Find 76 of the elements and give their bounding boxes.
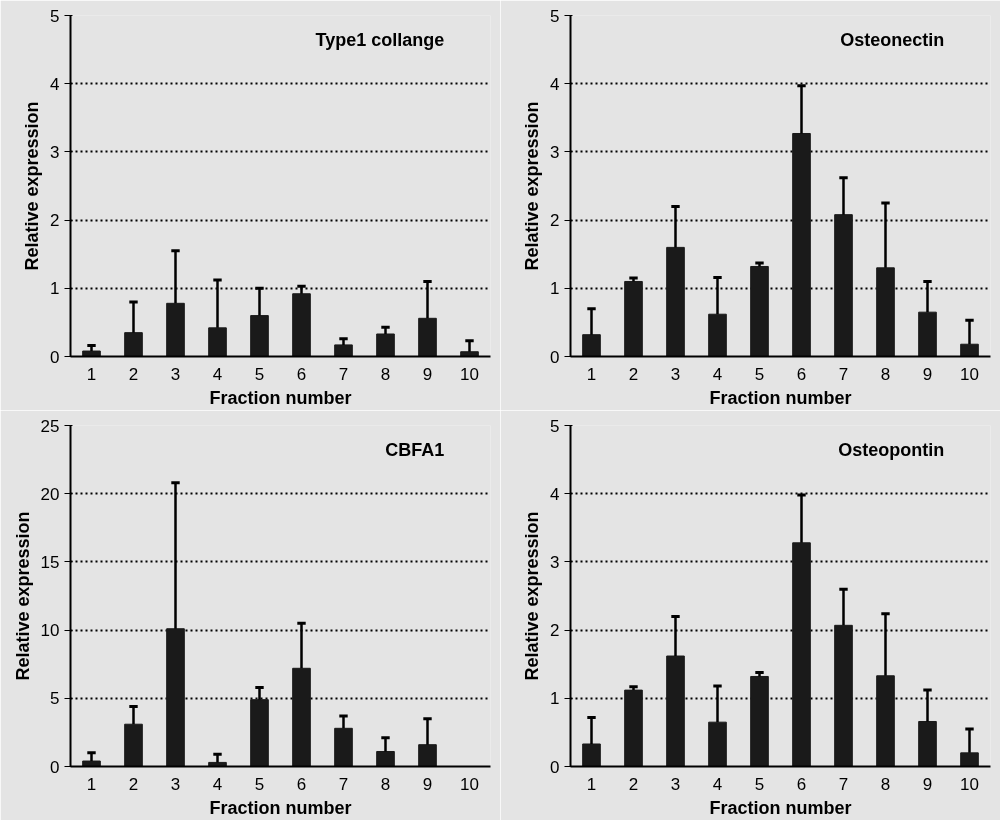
- x-tick-label: 6: [796, 364, 807, 384]
- y-tick-label: 3: [50, 142, 60, 162]
- x-tick-label: 9: [922, 774, 933, 794]
- x-tick-label: 3: [170, 774, 181, 794]
- y-axis-title: Relative expression: [22, 101, 43, 271]
- x-tick-label: 5: [254, 774, 265, 794]
- text: Type1 collange: [315, 29, 445, 50]
- text: CBFA1: [385, 439, 445, 460]
- x-tick-label: 4: [712, 364, 723, 384]
- y-tick-label: 0: [50, 757, 60, 777]
- x-tick-label: 10: [460, 364, 479, 384]
- x-tick-label: 3: [170, 364, 181, 384]
- x-tick-label: 5: [754, 774, 765, 794]
- x-axis-title: Fraction number: [709, 387, 852, 408]
- y-tick-label: 0: [550, 757, 560, 777]
- y-tick-label: 15: [40, 552, 60, 572]
- y-axis-title: Relative expression: [12, 511, 33, 681]
- x-axis-title: Fraction number: [209, 387, 352, 408]
- x-tick-label: 6: [296, 774, 307, 794]
- y-tick-label: 3: [550, 142, 560, 162]
- x-tick-label: 8: [380, 774, 391, 794]
- text: Osteonectin: [840, 29, 945, 50]
- y-tick-label: 10: [40, 621, 60, 641]
- y-axis-title: Relative expression: [522, 511, 543, 681]
- y-tick-label: 2: [50, 211, 60, 231]
- x-tick-label: 1: [86, 364, 97, 384]
- y-tick-label: 25: [40, 416, 60, 436]
- y-tick-label: 20: [40, 484, 60, 504]
- y-tick-label: 0: [550, 347, 560, 367]
- x-tick-label: 7: [338, 774, 349, 794]
- x-tick-label: 9: [922, 364, 933, 384]
- y-tick-label: 5: [550, 6, 560, 26]
- y-tick-label: 2: [550, 211, 560, 231]
- x-tick-label: 9: [422, 774, 433, 794]
- x-tick-label: 4: [212, 364, 223, 384]
- x-tick-label: 8: [880, 364, 891, 384]
- x-tick-label: 6: [296, 364, 307, 384]
- x-tick-label: 2: [128, 364, 139, 384]
- x-tick-label: 1: [86, 774, 97, 794]
- x-tick-label: 6: [796, 774, 807, 794]
- y-tick-label: 1: [50, 279, 60, 299]
- x-tick-label: 7: [838, 364, 849, 384]
- y-tick-label: 3: [550, 552, 560, 572]
- y-tick-label: 1: [550, 279, 560, 299]
- y-tick-label: 1: [550, 689, 560, 709]
- x-tick-label: 9: [422, 364, 433, 384]
- y-tick-label: 5: [50, 689, 60, 709]
- x-tick-label: 7: [838, 774, 849, 794]
- y-tick-label: 4: [50, 74, 60, 94]
- x-tick-label: 5: [254, 364, 265, 384]
- y-tick-label: 0: [50, 347, 60, 367]
- x-tick-label: 10: [960, 774, 979, 794]
- x-tick-label: 2: [128, 774, 139, 794]
- text: Osteopontin: [838, 439, 945, 460]
- x-tick-label: 8: [380, 364, 391, 384]
- y-tick-label: 4: [550, 74, 560, 94]
- x-tick-label: 3: [670, 774, 681, 794]
- x-tick-label: 1: [586, 774, 597, 794]
- x-tick-label: 4: [212, 774, 223, 794]
- x-tick-label: 4: [712, 774, 723, 794]
- x-tick-label: 1: [586, 364, 597, 384]
- x-axis-title: Fraction number: [209, 797, 352, 818]
- y-tick-label: 2: [550, 621, 560, 641]
- x-axis-title: Fraction number: [709, 797, 852, 818]
- y-tick-label: 5: [550, 416, 560, 436]
- x-tick-label: 3: [670, 364, 681, 384]
- x-tick-label: 5: [754, 364, 765, 384]
- x-tick-label: 2: [628, 364, 639, 384]
- x-tick-label: 10: [960, 364, 979, 384]
- y-tick-label: 5: [50, 6, 60, 26]
- x-tick-label: 7: [338, 364, 349, 384]
- y-axis-title: Relative expression: [522, 101, 543, 271]
- x-tick-label: 2: [628, 774, 639, 794]
- x-tick-label: 10: [460, 774, 479, 794]
- x-tick-label: 8: [880, 774, 891, 794]
- y-tick-label: 4: [550, 484, 560, 504]
